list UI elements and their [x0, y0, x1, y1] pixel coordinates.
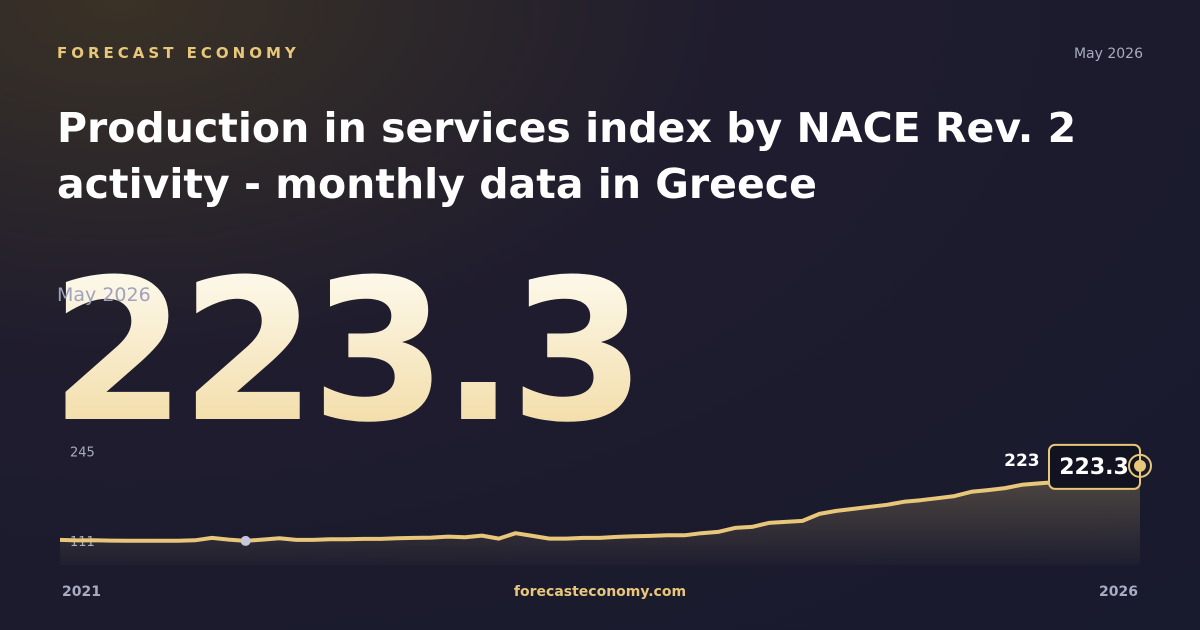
annotation: 223 [1004, 451, 1040, 471]
date: May 2026 [1073, 46, 1143, 62]
y-tick-label: 245 [70, 445, 95, 460]
min-point [240, 535, 251, 546]
headline-value: 223.3 [50, 238, 646, 466]
last-point-ring [1128, 453, 1152, 478]
x-label: 2026 [1099, 584, 1138, 600]
x-label: 2021 [62, 584, 101, 600]
line [59, 463, 1141, 543]
title: Production in services index by NACE Rev… [57, 104, 1077, 208]
brand: FORECAST ECONOMY [57, 44, 300, 62]
headline-date: May 2026 [57, 284, 151, 306]
last-point [1134, 459, 1146, 472]
site: forecasteconomy.com [514, 584, 686, 600]
value-badge-label: 223.3 [1059, 455, 1129, 480]
area [60, 465, 1140, 565]
